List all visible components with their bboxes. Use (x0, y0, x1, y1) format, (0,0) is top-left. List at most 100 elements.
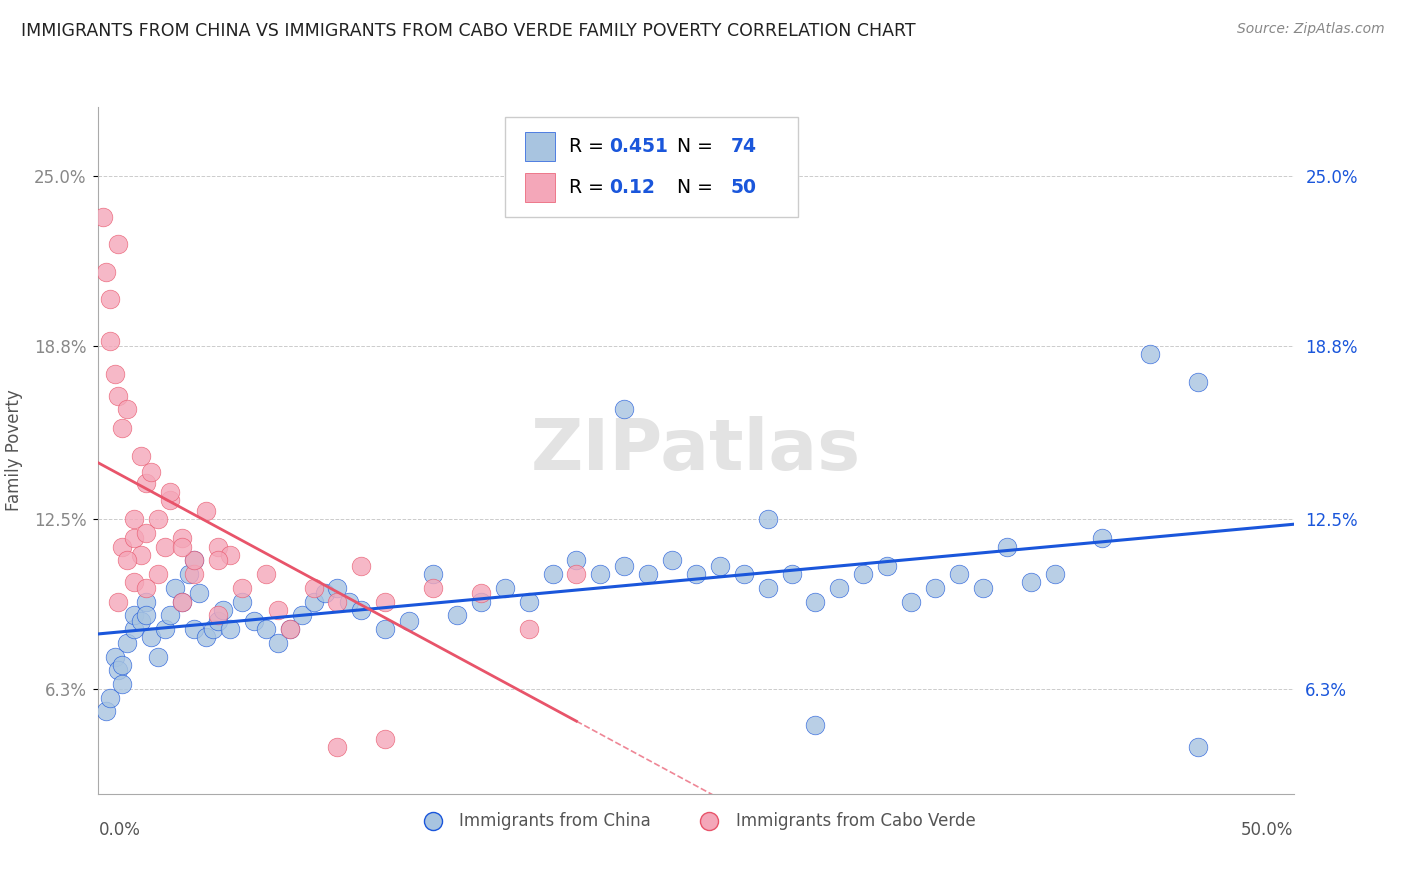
Point (131, 548, 153, 562)
Point (254, 567, 277, 582)
Point (111, 421, 134, 435)
Point (107, 237, 129, 252)
Point (183, 553, 205, 567)
Point (326, 740, 349, 755)
Point (219, 548, 242, 562)
Point (98, 334, 122, 348)
Point (231, 581, 253, 595)
FancyBboxPatch shape (524, 132, 555, 161)
Y-axis label: Family Poverty: Family Poverty (4, 390, 22, 511)
Point (179, 567, 201, 582)
Point (155, 622, 177, 636)
Point (613, 558, 636, 573)
Point (326, 581, 349, 595)
Point (211, 603, 233, 617)
Point (91, 210, 114, 224)
Point (948, 567, 970, 582)
Point (302, 594, 325, 608)
Point (131, 614, 153, 628)
Point (565, 567, 588, 582)
Point (374, 594, 396, 608)
Point (115, 402, 138, 417)
Point (900, 594, 922, 608)
Point (374, 622, 396, 636)
Point (254, 622, 277, 636)
Point (709, 558, 731, 573)
Point (115, 636, 138, 650)
Point (422, 567, 444, 582)
Point (398, 614, 420, 628)
Point (350, 558, 373, 573)
Point (124, 622, 146, 636)
Point (207, 608, 229, 623)
Text: 50: 50 (731, 178, 756, 197)
Point (1139, 347, 1161, 361)
Point (104, 649, 127, 664)
Point (124, 512, 146, 526)
Point (1091, 532, 1114, 546)
Point (139, 630, 162, 644)
Point (155, 540, 177, 554)
Point (267, 636, 290, 650)
Point (219, 622, 242, 636)
Legend: Immigrants from China, Immigrants from Cabo Verde: Immigrants from China, Immigrants from C… (409, 805, 983, 837)
Point (107, 663, 129, 677)
Point (876, 558, 898, 573)
Point (98, 690, 122, 705)
Text: Source: ZipAtlas.com: Source: ZipAtlas.com (1237, 22, 1385, 37)
Point (111, 677, 134, 691)
Text: R =: R = (569, 178, 610, 197)
Point (202, 622, 225, 636)
Point (828, 581, 851, 595)
Point (972, 581, 994, 595)
Point (135, 476, 157, 491)
Point (374, 731, 396, 746)
Point (148, 512, 170, 526)
Text: R =: R = (569, 137, 610, 156)
Text: 0.0%: 0.0% (98, 822, 141, 839)
Point (207, 540, 229, 554)
Point (756, 581, 779, 595)
Point (187, 586, 209, 600)
Point (733, 567, 755, 582)
Point (302, 581, 325, 595)
Point (172, 532, 194, 546)
Point (756, 512, 779, 526)
Point (637, 567, 659, 582)
Point (135, 608, 157, 623)
Point (804, 594, 827, 608)
Text: 0.12: 0.12 (609, 178, 655, 197)
Point (124, 575, 146, 590)
Point (541, 567, 564, 582)
Point (924, 581, 946, 595)
Point (131, 449, 153, 463)
Point (172, 594, 194, 608)
Point (995, 540, 1018, 554)
Point (104, 367, 127, 381)
Point (470, 586, 492, 600)
Text: ZIPatlas: ZIPatlas (531, 416, 860, 485)
Point (111, 540, 134, 554)
Point (1043, 567, 1066, 582)
Point (685, 567, 707, 582)
Point (148, 649, 170, 664)
Point (1187, 375, 1209, 389)
Point (339, 594, 361, 608)
Point (517, 594, 540, 608)
Point (278, 622, 301, 636)
Text: 0.451: 0.451 (609, 137, 668, 156)
Point (135, 594, 157, 608)
Point (159, 492, 181, 507)
Point (124, 532, 146, 546)
Point (804, 718, 827, 732)
Point (231, 594, 253, 608)
Point (183, 567, 205, 582)
Point (315, 586, 337, 600)
Point (195, 630, 218, 644)
Point (163, 581, 186, 595)
Point (172, 594, 194, 608)
Point (446, 608, 468, 623)
Point (470, 594, 492, 608)
Point (852, 567, 875, 582)
Point (172, 540, 194, 554)
